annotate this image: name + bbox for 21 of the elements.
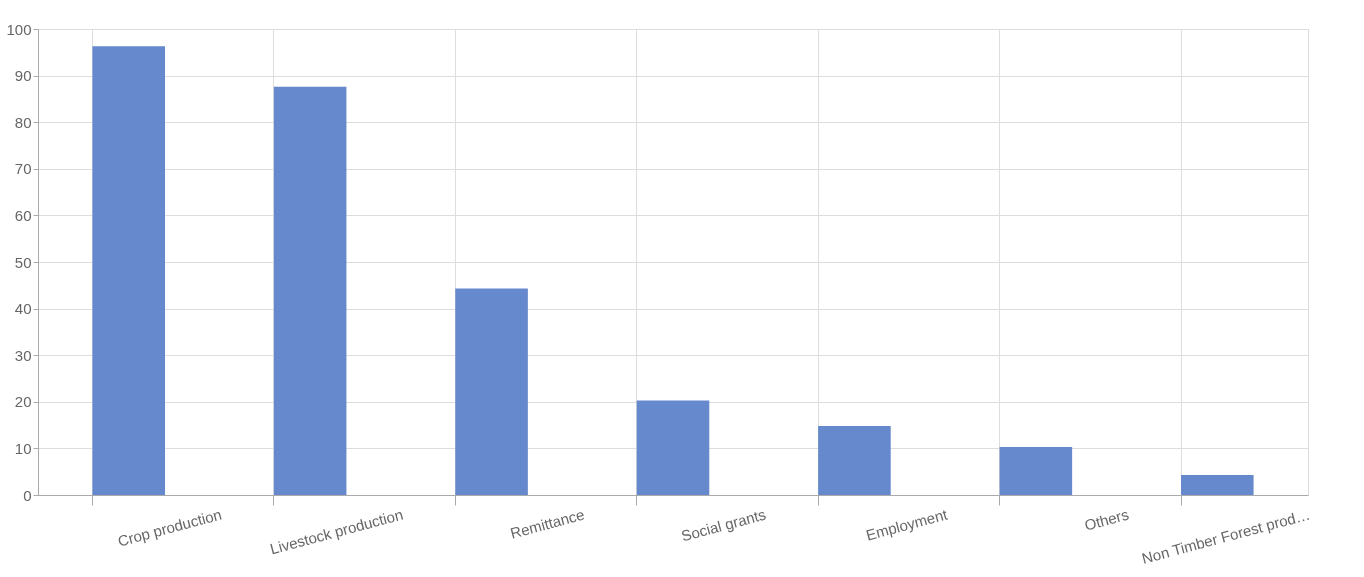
y-tick-label: 100 bbox=[6, 20, 32, 38]
y-tick-label: 50 bbox=[14, 253, 32, 271]
y-tick-label: 80 bbox=[14, 113, 32, 131]
y-tick-label: 60 bbox=[14, 206, 32, 224]
bar bbox=[273, 86, 347, 495]
y-tick-label: 10 bbox=[14, 439, 32, 457]
y-tick-label: 0 bbox=[23, 486, 32, 504]
bar bbox=[1181, 474, 1254, 495]
y-tick-label: 20 bbox=[14, 393, 32, 411]
x-tick-label: Social grants bbox=[679, 505, 768, 545]
y-tick-label: 90 bbox=[14, 67, 32, 85]
bar bbox=[636, 400, 710, 495]
bar bbox=[999, 447, 1073, 495]
bar bbox=[455, 288, 528, 495]
y-tick-label: 40 bbox=[14, 300, 32, 318]
x-tick-label: Others bbox=[1082, 505, 1131, 534]
y-tick-label: 70 bbox=[14, 160, 32, 178]
bar bbox=[92, 46, 165, 495]
x-tick-label: Non Timber Forest prod… bbox=[1139, 505, 1312, 567]
y-tick-label: 30 bbox=[14, 346, 32, 364]
bar bbox=[818, 426, 891, 495]
